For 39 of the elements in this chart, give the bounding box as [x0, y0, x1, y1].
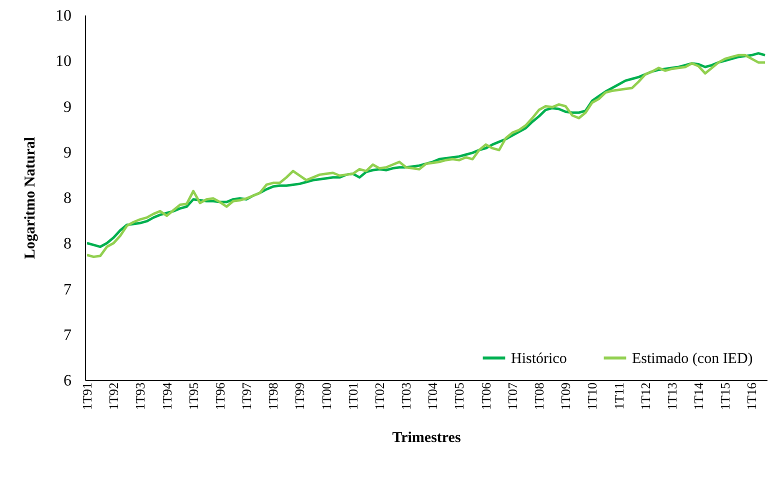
- x-tick-label: 1T10: [584, 382, 600, 410]
- x-tick-label: 1T12: [638, 382, 653, 410]
- y-tick-label: 7: [64, 281, 72, 298]
- legend-label: Estimado (con IED): [632, 351, 753, 367]
- x-tick-label: 1T04: [425, 382, 440, 410]
- x-tick-label: 1T15: [718, 382, 733, 410]
- x-tick-label: 1T96: [212, 382, 228, 410]
- x-tick-label: 1T09: [558, 382, 574, 410]
- x-tick-label: 1T97: [239, 382, 254, 410]
- y-tick-label: 7: [64, 326, 72, 344]
- x-tick-label: 1T14: [691, 382, 706, 410]
- y-tick-label: 9: [64, 98, 72, 116]
- x-tick-label: 1T11: [611, 382, 626, 410]
- x-tick-label: 1T94: [159, 382, 174, 410]
- y-tick-label: 10: [56, 53, 72, 70]
- x-tick-label: 1T00: [318, 382, 334, 410]
- x-tick-label: 1T13: [664, 382, 680, 410]
- y-tick-label: 8: [64, 236, 72, 253]
- legend-label: Histórico: [511, 351, 567, 367]
- x-tick-label: 1T03: [398, 382, 414, 410]
- y-axis-title: Logaritmo Natural: [22, 136, 38, 260]
- x-tick-label: 1T02: [372, 382, 387, 410]
- x-tick-label: 1T07: [504, 382, 520, 410]
- x-tick-label: 1T05: [452, 382, 467, 410]
- y-tick-label: 6: [64, 372, 72, 390]
- y-tick-label: 10: [56, 8, 72, 24]
- x-tick-label: 1T93: [132, 382, 148, 410]
- x-tick-label: 1T92: [106, 382, 122, 410]
- x-tick-label: 1T91: [79, 382, 94, 410]
- x-tick-label: 1T08: [532, 382, 546, 410]
- x-axis-title: Trimestres: [392, 430, 461, 446]
- x-tick-label: 1T16: [744, 382, 760, 410]
- x-tick-label: 1T95: [186, 382, 201, 410]
- x-tick-label: 1T06: [478, 382, 494, 410]
- x-tick-label: 1T01: [345, 382, 360, 410]
- x-tick-label: 1T98: [266, 382, 281, 410]
- y-tick-label: 9: [64, 144, 72, 162]
- x-tick-label: 1T99: [292, 382, 308, 410]
- y-tick-label: 8: [64, 190, 72, 207]
